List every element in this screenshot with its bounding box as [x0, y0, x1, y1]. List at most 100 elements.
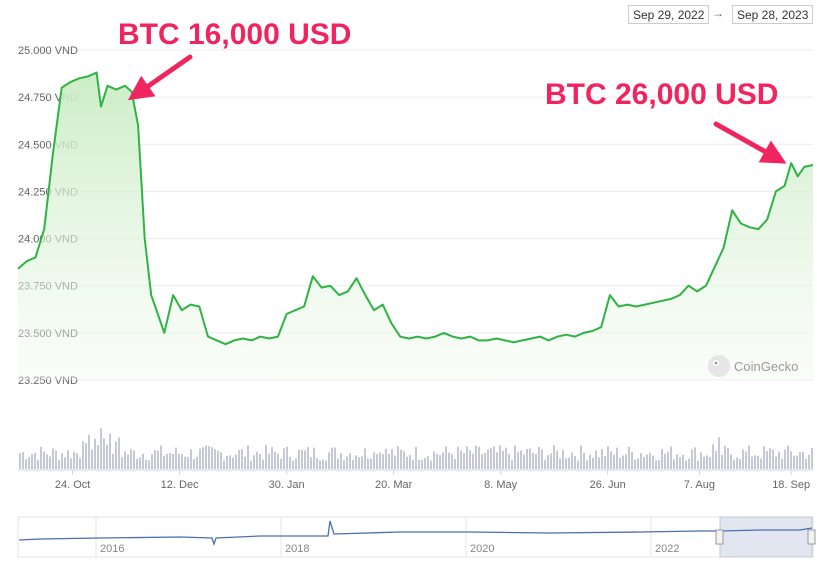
- volume-bar: [175, 447, 177, 469]
- volume-bar: [265, 445, 267, 469]
- volume-bar: [31, 453, 33, 469]
- volume-bar: [184, 456, 186, 469]
- volume-bar: [166, 453, 168, 469]
- volume-bar: [769, 448, 771, 469]
- volume-bar: [775, 456, 777, 469]
- volume-bar: [541, 449, 543, 469]
- volume-bar: [583, 452, 585, 469]
- x-axis-labels: 24. Oct 12. Dec 30. Jan 20. Mar 8. May 26. Ju…: [55, 470, 810, 491]
- navigator-selection[interactable]: [719, 516, 813, 558]
- volume-bar: [76, 453, 78, 469]
- volume-bar: [403, 450, 405, 469]
- volume-bar: [322, 459, 324, 469]
- volume-bar: [40, 446, 42, 469]
- volume-bar: [25, 459, 27, 469]
- volume-bar: [196, 456, 198, 469]
- range-start-input[interactable]: Sep 29, 2022: [628, 5, 710, 24]
- range-arrow: →: [712, 6, 724, 20]
- volume-bar: [622, 455, 624, 469]
- volume-bar: [601, 449, 603, 469]
- volume-bar: [478, 446, 480, 469]
- volume-bar: [151, 454, 153, 469]
- volume-bar: [100, 428, 102, 469]
- volume-bar: [241, 449, 243, 469]
- volume-bar: [106, 444, 108, 469]
- volume-bar: [655, 460, 657, 469]
- volume-bar: [439, 454, 441, 469]
- volume-bar: [142, 453, 144, 469]
- volume-bar: [667, 452, 669, 469]
- volume-bar: [136, 458, 138, 469]
- volume-bar: [391, 449, 393, 469]
- volume-bar: [58, 459, 60, 469]
- volume-bar: [289, 456, 291, 469]
- navigator-year-label: 2020: [470, 543, 494, 555]
- volume-bar: [661, 449, 663, 469]
- range-end-input[interactable]: Sep 28, 2023: [732, 5, 814, 24]
- volume-bar: [796, 455, 798, 469]
- navigator[interactable]: 2016 2018 2020 2022: [17, 516, 816, 558]
- volume-bar: [640, 453, 642, 469]
- volume-bar: [604, 456, 606, 469]
- volume-bar: [250, 460, 252, 469]
- volume-bar: [400, 449, 402, 469]
- volume-bar: [736, 457, 738, 469]
- volume-bar: [505, 447, 507, 469]
- volume-bar: [595, 450, 597, 469]
- volume-bar: [271, 447, 273, 469]
- annotation-btc-16000: BTC 16,000 USD: [118, 18, 351, 51]
- volume-bar: [529, 448, 531, 469]
- volume-bar: [688, 458, 690, 469]
- volume-bar: [754, 455, 756, 469]
- volume-bar: [277, 453, 279, 469]
- volume-bar: [490, 448, 492, 469]
- volume-bar: [751, 456, 753, 469]
- volume-bar: [610, 451, 612, 469]
- volume-bar: [442, 452, 444, 469]
- volume-bar: [652, 455, 654, 469]
- volume-bar: [430, 460, 432, 469]
- volume-bar: [709, 457, 711, 469]
- volume-bar: [493, 446, 495, 469]
- volume-bar: [115, 441, 117, 469]
- volume-bar: [34, 452, 36, 469]
- navigator-grid: [95, 517, 652, 557]
- navigator-handle-left[interactable]: [715, 529, 724, 545]
- volume-bar: [553, 445, 555, 469]
- volume-bar: [454, 459, 456, 469]
- volume-bar: [703, 456, 705, 469]
- volume-bar: [187, 457, 189, 469]
- volume-bar: [256, 451, 258, 469]
- volume-bar: [565, 458, 567, 469]
- navigator-year-label: 2016: [100, 543, 124, 555]
- volume-bar: [268, 453, 270, 469]
- volume-bar: [787, 445, 789, 469]
- volume-bar: [607, 446, 609, 469]
- volume-bar: [433, 451, 435, 469]
- volume-bar: [364, 448, 366, 469]
- volume-bar: [457, 446, 459, 469]
- volume-bar: [670, 446, 672, 469]
- volume-bar: [217, 450, 219, 469]
- volume-bar: [121, 457, 123, 469]
- volume-bar: [427, 456, 429, 469]
- volume-bar: [28, 457, 30, 469]
- navigator-handle-right[interactable]: [807, 529, 816, 545]
- volume-bar: [760, 458, 762, 469]
- volume-bar: [124, 451, 126, 469]
- volume-bar: [169, 453, 171, 469]
- volume-bar: [208, 446, 210, 469]
- volume-bar: [370, 458, 372, 469]
- volume-bar: [538, 446, 540, 469]
- volume-bar: [352, 459, 354, 469]
- volume-bars: [19, 428, 813, 469]
- volume-bar: [319, 460, 321, 469]
- volume-bar: [757, 455, 759, 469]
- volume-bar: [70, 458, 72, 469]
- volume-bar: [571, 452, 573, 469]
- coingecko-logo: CoinGecko: [708, 355, 798, 377]
- volume-bar: [559, 458, 561, 469]
- volume-bar: [715, 451, 717, 469]
- volume-bar: [163, 455, 165, 469]
